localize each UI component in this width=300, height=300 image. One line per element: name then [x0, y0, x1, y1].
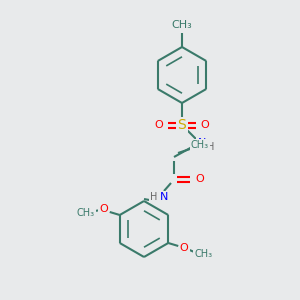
Text: O: O: [154, 120, 164, 130]
Text: CH₃: CH₃: [77, 208, 95, 218]
Text: CH₃: CH₃: [172, 20, 192, 30]
Text: CH₃: CH₃: [194, 249, 212, 259]
Text: O: O: [201, 120, 209, 130]
Text: CH₃: CH₃: [191, 140, 209, 150]
Text: N: N: [160, 192, 168, 202]
Text: N: N: [198, 138, 206, 148]
Text: H: H: [150, 192, 158, 202]
Text: S: S: [178, 118, 186, 132]
Text: O: O: [196, 174, 204, 184]
Text: O: O: [99, 204, 108, 214]
Text: O: O: [180, 243, 189, 253]
Text: H: H: [207, 142, 215, 152]
